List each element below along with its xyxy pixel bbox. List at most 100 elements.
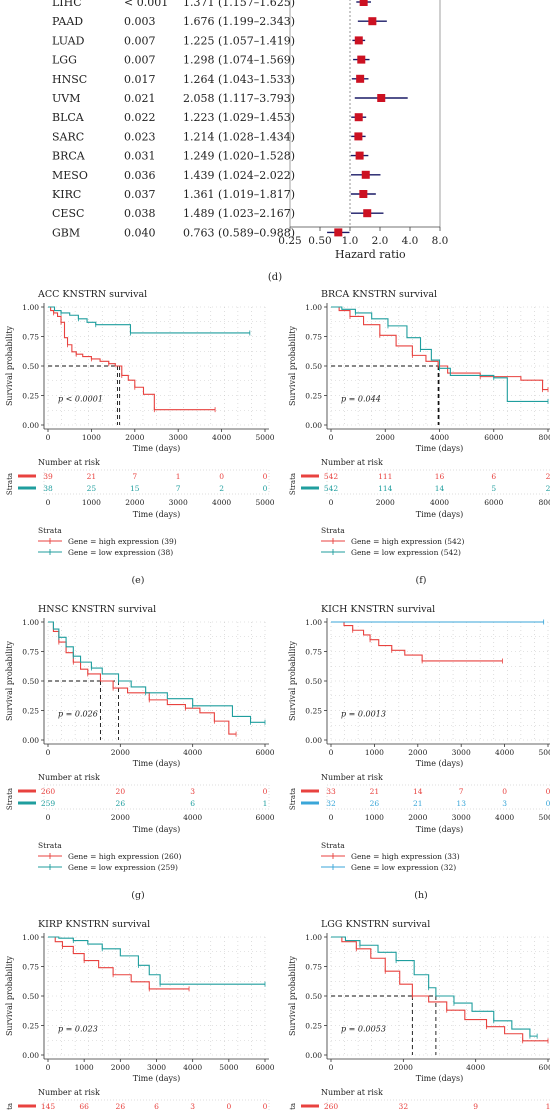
panel-label-hnsc: (g) bbox=[131, 890, 145, 901]
km-risk-high-value: 16 bbox=[435, 472, 445, 481]
km-y-tick-label: 1.00 bbox=[305, 933, 322, 942]
km-risk-strata-label: Strata bbox=[6, 1103, 14, 1110]
km-risk-strata-label: Strata bbox=[6, 788, 14, 810]
km-risk-x-label: Time (days) bbox=[133, 510, 181, 519]
km-x-tick-label: 6000 bbox=[255, 748, 274, 757]
forest-row-cancer: LUAD bbox=[52, 34, 85, 47]
km-pvalue: p < 0.0001 bbox=[58, 394, 103, 403]
forest-row-hr: 1.298 (1.074–1.569) bbox=[183, 54, 295, 67]
km-curve-high bbox=[48, 306, 216, 411]
km-y-tick-label: 0.50 bbox=[22, 992, 39, 1001]
km-y-tick-label: 1.00 bbox=[305, 618, 322, 627]
km-risk-x-tick-label: 4000 bbox=[183, 813, 202, 822]
forest-row-cancer: HNSC bbox=[52, 73, 87, 86]
km-pvalue: p = 0.0013 bbox=[341, 709, 386, 718]
forest-row-pvalue: 0.003 bbox=[124, 15, 156, 28]
km-risk-low-value: 3 bbox=[502, 799, 507, 808]
km-y-tick-label: 0.75 bbox=[305, 333, 322, 342]
km-risk-x-tick-label: 4000 bbox=[495, 813, 514, 822]
km-risk-high-value: 0 bbox=[226, 1102, 231, 1110]
forest-row-hr: 0.763 (0.589–0.988) bbox=[183, 226, 295, 239]
km-title: ACC KNSTRN survival bbox=[37, 289, 147, 300]
km-risk-x-tick-label: 6000 bbox=[484, 498, 503, 507]
km-risk-high-value: 0 bbox=[263, 472, 268, 481]
km-x-tick-label: 4000 bbox=[183, 748, 202, 757]
km-x-tick-label: 3000 bbox=[147, 1063, 166, 1072]
forest-row-hr: 1.439 (1.024–2.022) bbox=[183, 169, 295, 182]
km-risk-x-label: Time (days) bbox=[416, 825, 464, 834]
km-y-tick-label: 0.75 bbox=[22, 648, 39, 657]
km-risk-low-value: 5 bbox=[491, 484, 496, 493]
km-curve-high bbox=[48, 936, 190, 990]
km-y-tick-label: 0.50 bbox=[305, 992, 322, 1001]
forest-row-hr: 1.264 (1.043–1.533) bbox=[183, 73, 295, 86]
km-y-tick-label: 0.75 bbox=[22, 963, 39, 972]
forest-row-pvalue: 0.023 bbox=[124, 130, 156, 143]
km-risk-x-tick-label: 2000 bbox=[376, 498, 395, 507]
km-risk-x-tick-label: 6000 bbox=[255, 813, 274, 822]
forest-point bbox=[363, 209, 372, 218]
km-curve-low bbox=[48, 936, 265, 985]
forest-point bbox=[357, 55, 366, 64]
forest-point bbox=[354, 113, 363, 122]
km-x-label: Time (days) bbox=[416, 759, 464, 768]
km-x-tick-label: 5000 bbox=[538, 748, 550, 757]
km-risk-low-value: 2 bbox=[546, 484, 550, 493]
km-x-tick-label: 2000 bbox=[125, 433, 144, 442]
km-x-tick-label: 0 bbox=[329, 748, 334, 757]
forest-tick-label: 4.0 bbox=[402, 235, 419, 247]
km-legend-label: Gene = low expression (32) bbox=[351, 863, 456, 872]
km-x-tick-label: 6000 bbox=[484, 433, 503, 442]
forest-row-hr: 1.223 (1.029–1.453) bbox=[183, 111, 295, 124]
km-y-label: Survival probability bbox=[5, 955, 14, 1036]
km-risk-frame bbox=[326, 469, 550, 495]
km-legend-title: Strata bbox=[38, 841, 62, 850]
km-y-tick-label: 0.25 bbox=[22, 707, 39, 716]
forest-row-hr: 1.214 (1.028–1.434) bbox=[183, 130, 295, 143]
km-risk-high-value: 0 bbox=[263, 1102, 268, 1110]
forest-row-hr: 1.676 (1.199–2.343) bbox=[183, 15, 295, 28]
km-risk-frame bbox=[326, 784, 550, 810]
km-y-tick-label: 0.00 bbox=[22, 421, 39, 430]
km-risk-x-tick-label: 3000 bbox=[452, 813, 471, 822]
forest-point bbox=[377, 94, 386, 102]
forest-row-cancer: UVM bbox=[52, 92, 80, 105]
km-risk-high-value: 66 bbox=[79, 1102, 89, 1110]
km-risk-high-value: 0 bbox=[263, 787, 268, 796]
forest-row-pvalue: 0.037 bbox=[124, 188, 156, 201]
forest-row-pvalue: 0.040 bbox=[124, 226, 156, 239]
km-x-label: Time (days) bbox=[133, 1074, 181, 1083]
km-risk-high-value: 7 bbox=[132, 472, 137, 481]
forest-row-hr: 1.249 (1.020–1.528) bbox=[183, 150, 295, 163]
km-x-tick-label: 2000 bbox=[376, 433, 395, 442]
km-risk-high-value: 32 bbox=[399, 1102, 409, 1110]
km-risk-x-label: Time (days) bbox=[133, 825, 181, 834]
panel-label-brca: (f) bbox=[416, 575, 427, 586]
km-y-tick-label: 0.50 bbox=[22, 677, 39, 686]
km-y-label: Survival probability bbox=[288, 640, 297, 721]
forest-row-pvalue: 0.038 bbox=[124, 207, 156, 220]
km-risk-strata-label: Strata bbox=[289, 1103, 297, 1110]
km-x-tick-label: 0 bbox=[329, 433, 334, 442]
km-x-tick-label: 4000 bbox=[466, 1063, 485, 1072]
forest-row-pvalue: 0.021 bbox=[124, 92, 156, 105]
forest-row-pvalue: 0.036 bbox=[124, 169, 156, 182]
km-y-tick-label: 0.25 bbox=[305, 707, 322, 716]
km-risk-strata-label: Strata bbox=[289, 788, 297, 810]
km-risk-high-value: 260 bbox=[324, 1102, 339, 1110]
km-x-tick-label: 3000 bbox=[452, 748, 471, 757]
km-title: BRCA KNSTRN survival bbox=[321, 289, 437, 300]
km-y-tick-label: 0.25 bbox=[305, 1022, 322, 1031]
forest-x-label: Hazard ratio bbox=[335, 248, 406, 261]
forest-tick-label: 8.0 bbox=[432, 235, 449, 247]
forest-row-pvalue: 0.007 bbox=[124, 54, 156, 67]
km-x-tick-label: 8000 bbox=[538, 433, 550, 442]
km-x-tick-label: 5000 bbox=[255, 433, 274, 442]
km-risk-low-value: 15 bbox=[130, 484, 140, 493]
km-legend-label: Gene = high expression (542) bbox=[351, 537, 465, 546]
km-risk-high-value: 21 bbox=[370, 787, 380, 796]
forest-row-hr: 1.361 (1.019–1.817) bbox=[183, 188, 295, 201]
forest-row-cancer: BLCA bbox=[52, 111, 85, 124]
km-risk-x-label: Time (days) bbox=[416, 510, 464, 519]
km-curve-low bbox=[331, 936, 538, 1037]
